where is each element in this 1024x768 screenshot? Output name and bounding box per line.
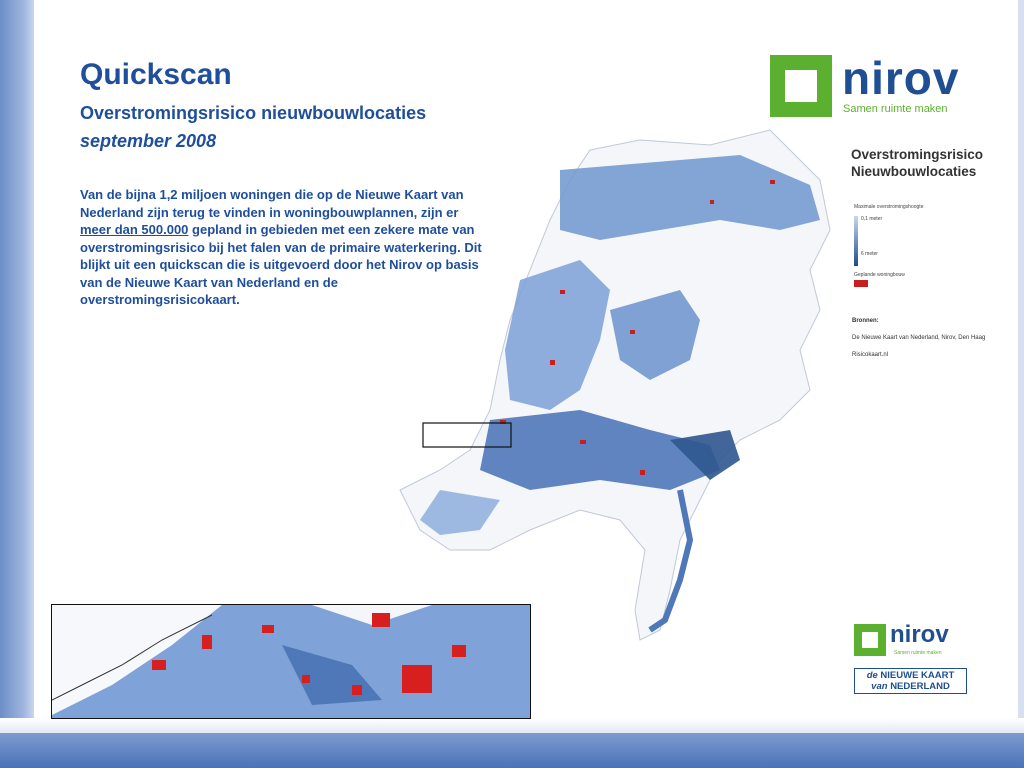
netherlands-flood-map [380, 110, 840, 650]
nkn-line1: NIEUWE KAART [880, 670, 955, 681]
flood-zone-deep [670, 430, 740, 480]
sources-heading: Bronnen: [852, 318, 879, 324]
netherlands-map-svg [399, 129, 831, 641]
slide-body-text: Van de bijna 1,2 miljoen woningen die op… [80, 186, 490, 309]
planned-marker [560, 290, 565, 294]
nirov-small-logo-word: nirov [890, 621, 949, 648]
flood-zone-flevoland [610, 290, 700, 380]
legend-scale-label: Maximale overstromingshoogte [854, 204, 924, 210]
inset-locator-box [422, 422, 512, 448]
body-text-part2: gepland in gebieden met een zekere mate … [80, 222, 482, 307]
nkn-line2-prefix: van [871, 681, 888, 692]
planned-marker [710, 200, 714, 204]
inset-coastline [52, 614, 213, 701]
planned-marker [500, 420, 506, 424]
nirov-small-logo-mark-icon [854, 624, 886, 656]
planned-housing-markers [500, 180, 775, 475]
flood-zone-north [560, 155, 820, 240]
inset-planned-marker [372, 613, 390, 627]
planned-marker [640, 470, 645, 475]
legend-title-line2: Nieuwbouwlocaties [851, 164, 977, 179]
flood-zone-holland [505, 260, 610, 410]
inset-planned-marker [452, 645, 466, 657]
slide-subtitle: Overstromingsrisico nieuwbouwlocaties [80, 103, 427, 123]
inset-planned-marker [262, 625, 274, 633]
planned-marker [550, 360, 555, 365]
land-outline [399, 129, 831, 641]
inset-planned-marker [302, 675, 310, 683]
nkn-line2: NEDERLAND [890, 681, 950, 692]
flood-zone-zeeland [420, 490, 500, 535]
inset-planned-marker [202, 635, 212, 649]
body-text-part1: Van de bijna 1,2 miljoen woningen die op… [80, 187, 464, 220]
inset-planned-marker [402, 665, 432, 693]
inset-planned-marker [352, 685, 362, 695]
map-inset-detail [51, 604, 531, 719]
map-legend: Overstromingsrisico Nieuwbouwlocaties Ma… [851, 146, 1019, 287]
slide-frame-left [0, 0, 34, 768]
nirov-small-logo-tagline: Samen ruimte maken [894, 650, 942, 656]
legend-scale-bottom: 6 meter [861, 251, 878, 257]
body-text-link[interactable]: meer dan 500.000 [80, 222, 189, 237]
slide-title: Quickscan [80, 58, 232, 91]
nirov-logo-tagline: Samen ruimte maken [843, 103, 948, 115]
planned-marker [770, 180, 775, 184]
slide-frame-bottom [0, 733, 1024, 768]
nirov-logo-word: nirov [842, 52, 960, 104]
sources-line1: De Nieuwe Kaart van Nederland, Nirov, De… [852, 335, 986, 341]
sources-block: Bronnen: De Nieuwe Kaart van Nederland, … [852, 313, 1022, 364]
inset-map-svg [52, 605, 530, 718]
slide-frame-right [1018, 0, 1024, 740]
slide-date: september 2008 [80, 131, 217, 151]
flood-zone-rivers [480, 410, 720, 490]
nirov-logo-mark-icon [770, 55, 832, 117]
planned-marker [580, 440, 586, 444]
legend-scale-top: 0,1 meter [861, 216, 883, 222]
inset-planned-housing [152, 613, 466, 695]
sources-line2: Risicokaart.nl [852, 352, 889, 358]
planned-marker [630, 330, 635, 334]
legend-title-line1: Overstromingsrisico [851, 147, 984, 162]
river-maas [648, 489, 694, 633]
legend-planned-swatch [854, 280, 868, 287]
inset-planned-marker [152, 660, 166, 670]
legend-depth-gradient [854, 216, 858, 266]
nkn-line1-prefix: de [866, 670, 878, 681]
nirov-logo: nirov Samen ruimte maken [770, 52, 975, 118]
nieuwe-kaart-logo: de NIEUWE KAART van NEDERLAND [854, 668, 967, 694]
legend-planned-label: Geplande woningbouw [854, 272, 905, 278]
